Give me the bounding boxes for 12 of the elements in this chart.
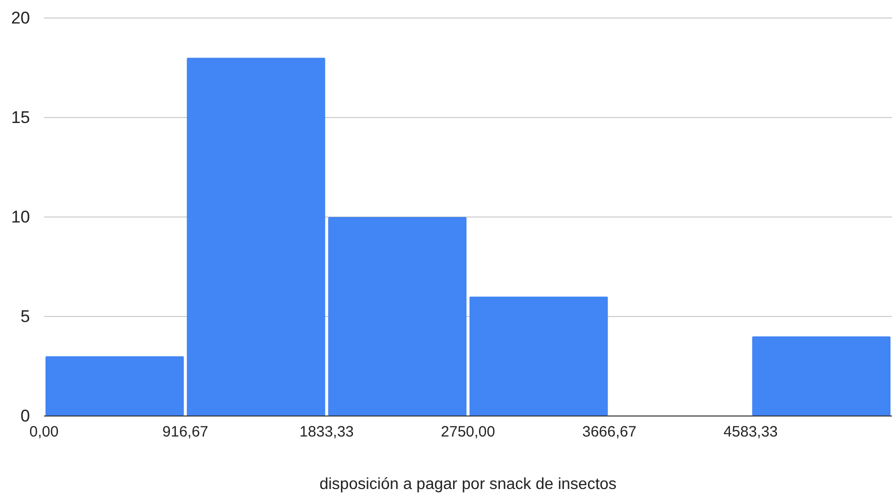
x-axis-title: disposición a pagar por snack de insectos: [319, 476, 617, 493]
y-tick-label: 20: [11, 8, 30, 28]
y-tick-label: 0: [20, 406, 30, 426]
x-tick-label: 3666,67: [582, 424, 636, 441]
y-tick-label: 10: [11, 207, 30, 226]
x-tick-label: 4583,33: [724, 424, 778, 441]
x-tick-label: 916,67: [162, 424, 208, 441]
x-tick-label: 1833,33: [300, 424, 354, 441]
x-tick-label: 0,00: [29, 424, 59, 441]
x-tick-label: 2750,00: [440, 424, 496, 441]
y-tick-label: 5: [20, 306, 30, 326]
y-tick-label: 15: [11, 108, 30, 127]
